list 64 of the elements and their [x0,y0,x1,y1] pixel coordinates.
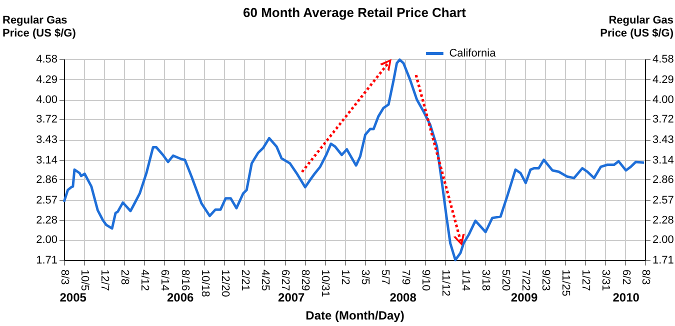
y-tick-label: 1.71 [36,254,58,266]
x-tick-label: 4/25 [258,270,271,291]
x-tick-label: 9/23 [540,270,552,291]
x-tick-label: 2/8 [118,270,131,285]
y-tick-label: 4.00 [36,94,58,106]
x-tick-label: 10/31 [319,270,332,298]
legend-label: California [449,48,497,60]
y-tick-label: 2.28 [36,214,58,227]
x-tick-label: 1/27 [580,270,592,291]
line-series [62,58,646,262]
y2-tick-label: 2.00 [652,234,674,246]
x-tick-label: 8/16 [178,270,191,291]
x-tick-label: 11/12 [439,270,452,296]
x-tick-label: 11/25 [560,270,572,296]
x-tick-label: 5/7 [379,270,392,285]
x-tick-label: 1/14 [459,270,472,291]
x-tick-label: 2/21 [238,270,251,291]
y-tick-label: 3.43 [36,134,58,146]
x-tick-label: 9/10 [419,270,432,291]
y-tick-label: 2.57 [36,194,58,206]
x-tick-label: 6/27 [279,270,291,291]
x-tick-label: 8/3 [58,270,70,285]
x-axis-title: Date (Month/Day) [306,308,404,322]
x-tick-label: 5/20 [500,270,512,291]
x-tick-label: 10/18 [198,270,211,298]
y-tick-label: 4.29 [36,74,58,86]
x2-tick-label: 2008 [390,290,417,304]
x2-tick-label: 2010 [612,290,640,304]
x2-tick-label: 2005 [60,290,87,304]
chart-title: 60 Month Average Retail Price Chart [243,5,467,20]
x-tick-label: 3/31 [600,270,612,291]
x-tick-label: 4/12 [138,270,151,291]
x-tick-label: 7/22 [520,270,532,291]
y-tick-label: 2.86 [36,174,58,186]
y2-tick-label: 4.00 [652,94,674,106]
y-tick-label: 2.00 [36,234,58,246]
y2-tick-label: 1.71 [652,254,674,266]
y2-tick-label: 2.28 [652,214,674,227]
y-tick-label: 3.14 [36,154,58,166]
y-tick-label: 4.58 [36,54,58,66]
y-axis-title: Regular Gas Price (US $/G) [2,14,76,40]
y2-tick-label: 3.14 [652,154,674,166]
x-tick-label: 7/9 [399,270,412,285]
x-tick-label: 12/20 [218,270,231,298]
x-tick-label: 6/14 [158,270,171,291]
x-tick-label: 3/18 [479,270,492,291]
x-tick-label: 8/29 [299,270,312,291]
y2-axis-title: Regular Gas Price (US $/G) [600,14,674,40]
x-tick-label: 12/7 [98,270,111,291]
x-tick-label: 6/2 [620,270,632,285]
x-tick-label: 10/5 [78,270,91,291]
x2-tick-label: 2007 [278,290,306,304]
y2-tick-label: 3.43 [652,134,674,146]
y2-tick-label: 4.58 [652,54,674,66]
y2-tick-label: 4.29 [652,74,674,86]
x2-tick-label: 2006 [166,290,194,304]
y2-tick-label: 2.57 [652,194,674,206]
x-tick-label: 3/5 [359,270,372,285]
x2-tick-label: 2009 [510,290,538,304]
y2-tick-label: 2.86 [652,174,674,186]
x-tick-label: 8/3 [640,270,652,285]
x-tick-label: 1/2 [339,270,352,285]
y-tick-label: 3.72 [36,114,58,126]
y2-tick-label: 3.72 [652,114,674,126]
